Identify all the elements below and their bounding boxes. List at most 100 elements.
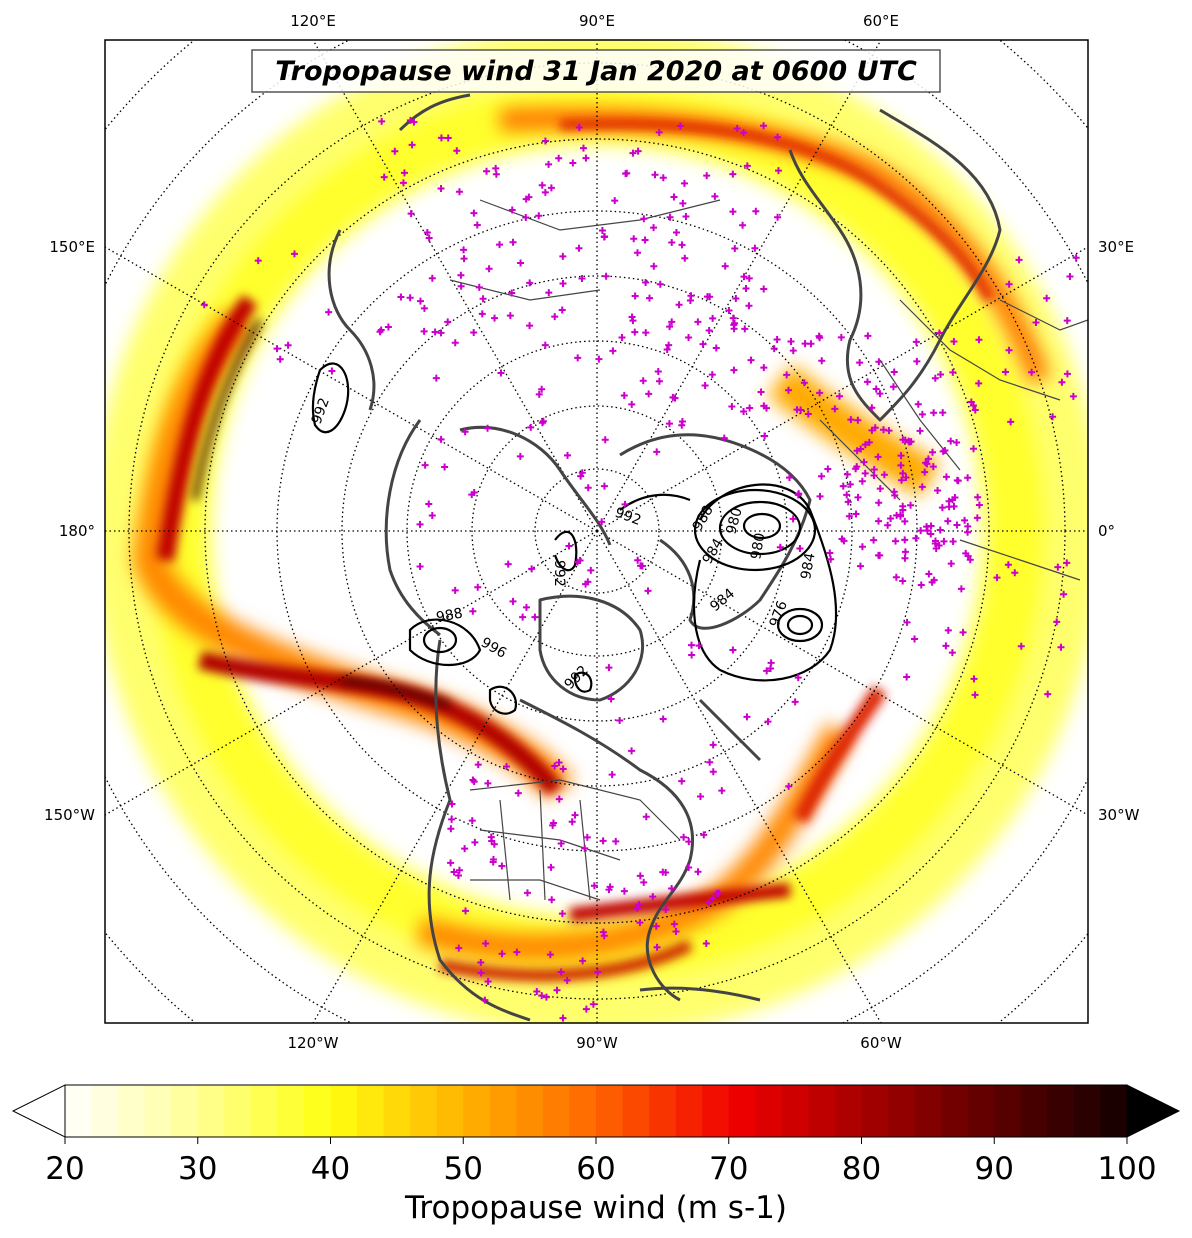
station-marker [508,289,516,297]
station-marker [870,536,878,544]
contour-label: 992 [551,560,567,587]
station-marker [640,215,648,223]
station-marker [680,179,688,187]
station-marker [907,501,915,509]
station-marker [856,359,864,367]
station-marker [618,334,626,342]
station-marker [599,837,607,845]
station-marker [718,787,726,795]
colorbar-over-arrow [1126,1084,1181,1138]
station-marker [1007,418,1015,426]
station-marker [535,390,543,398]
station-marker [801,340,809,348]
station-marker [1063,559,1071,567]
station-marker [410,118,418,126]
station-marker [563,976,571,984]
station-marker [400,169,408,177]
station-marker [917,527,925,535]
station-marker [745,274,753,282]
station-marker [912,534,920,542]
station-marker [861,469,869,477]
station-marker [807,340,815,348]
colorbar-under-arrow [11,1084,66,1138]
station-marker [444,318,452,326]
station-marker [940,537,948,545]
station-marker [485,265,493,273]
station-marker [924,455,932,463]
station-marker [416,520,424,528]
station-marker [498,862,506,870]
station-marker [497,369,505,377]
station-marker [290,250,298,258]
station-marker [845,512,853,520]
colorbar-step [649,1085,677,1137]
station-marker [783,371,791,379]
station-marker [892,573,900,581]
station-marker [666,213,674,221]
station-marker [533,988,541,996]
station-marker [853,447,861,455]
station-marker [870,471,878,479]
station-marker [460,246,468,254]
station-marker [712,344,720,352]
station-marker [451,339,459,347]
colorbar-step [834,1085,863,1137]
station-marker [846,480,854,488]
station-marker [541,341,549,349]
colorbar-step [489,1085,517,1137]
station-marker [787,338,795,346]
contour-label: 984 [798,552,818,581]
station-marker [897,452,905,460]
colorbar-step [622,1085,650,1137]
lon-label-bottom: 60°W [860,1034,902,1052]
station-marker [875,358,883,366]
station-marker [705,899,713,907]
station-marker [961,516,969,524]
station-marker [640,878,648,886]
station-marker [634,147,642,155]
station-marker [620,887,628,895]
station-marker [254,257,262,265]
station-marker [276,355,284,363]
station-marker [608,771,616,779]
station-marker [971,691,979,699]
station-marker [774,167,782,175]
station-marker [328,367,336,375]
station-marker [468,817,476,825]
colorbar-step [436,1085,464,1137]
station-marker [740,408,748,416]
station-marker [628,313,636,321]
station-marker [399,179,407,187]
station-marker [970,445,978,453]
colorbar-step [65,1085,93,1137]
station-marker [513,948,521,956]
station-marker [831,405,839,413]
station-marker [854,493,862,501]
station-marker [1044,690,1052,698]
station-marker [611,197,619,205]
colorbar-step [1047,1085,1075,1137]
station-marker [601,233,609,241]
station-marker [890,488,898,496]
station-marker [875,499,883,507]
station-marker [740,129,748,137]
station-marker [853,463,861,471]
station-marker [939,409,947,417]
colorbar-tick-label: 30 [178,1151,217,1187]
station-marker [450,868,458,876]
station-marker [649,893,657,901]
station-marker [791,698,799,706]
station-marker [741,325,749,333]
station-marker [553,986,561,994]
station-marker [582,1005,590,1013]
station-marker [681,254,689,262]
station-marker [675,301,683,309]
station-marker [767,659,775,667]
station-marker [922,459,930,467]
station-marker [760,402,768,410]
colorbar-step [569,1085,597,1137]
station-marker [789,347,797,355]
colorbar-step [781,1085,809,1137]
station-marker [875,517,883,525]
station-marker [948,649,956,657]
